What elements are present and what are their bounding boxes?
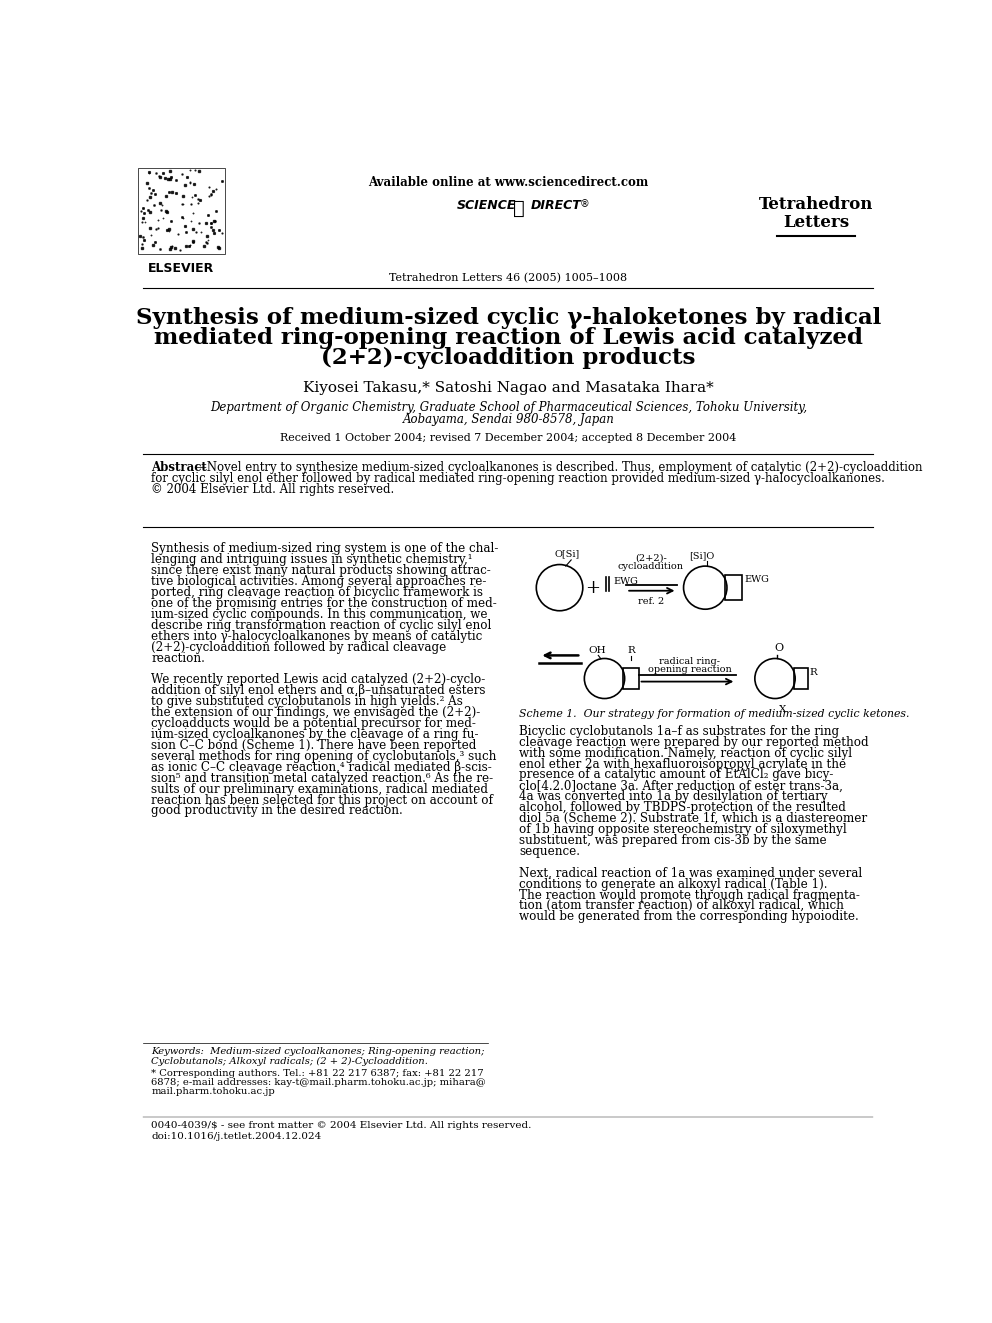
Text: (2+2)-cycloaddition products: (2+2)-cycloaddition products [321, 347, 695, 369]
Text: clo[4.2.0]octane 3a. After reduction of ester trans-3a,: clo[4.2.0]octane 3a. After reduction of … [519, 779, 843, 792]
Text: The reaction would promote through radical fragmenta-: The reaction would promote through radic… [519, 889, 860, 901]
Text: * Corresponding authors. Tel.: +81 22 217 6387; fax: +81 22 217: * Corresponding authors. Tel.: +81 22 21… [151, 1069, 484, 1078]
Text: Received 1 October 2004; revised 7 December 2004; accepted 8 December 2004: Received 1 October 2004; revised 7 Decem… [280, 433, 737, 443]
Text: (2+2)-: (2+2)- [635, 554, 667, 564]
Text: 6878; e-mail addresses: kay-t@mail.pharm.tohoku.ac.jp; mihara@: 6878; e-mail addresses: kay-t@mail.pharm… [151, 1078, 486, 1088]
Text: Aobayama, Sendai 980-8578, Japan: Aobayama, Sendai 980-8578, Japan [403, 413, 614, 426]
Text: lenging and intriguing issues in synthetic chemistry,¹: lenging and intriguing issues in synthet… [151, 553, 472, 566]
Text: R: R [627, 646, 635, 655]
Text: sion⁵ and transition metal catalyzed reaction.⁶ As the re-: sion⁵ and transition metal catalyzed rea… [151, 771, 493, 785]
Text: 0040-4039/$ - see front matter © 2004 Elsevier Ltd. All rights reserved.: 0040-4039/$ - see front matter © 2004 El… [151, 1122, 532, 1130]
Text: O: O [775, 643, 784, 654]
Text: alcohol, followed by TBDPS-protection of the resulted: alcohol, followed by TBDPS-protection of… [519, 802, 846, 814]
Text: Keywords:  Medium-sized cycloalkanones; Ring-opening reaction;: Keywords: Medium-sized cycloalkanones; R… [151, 1048, 485, 1056]
Text: OH: OH [588, 646, 605, 655]
Text: Cyclobutanols; Alkoxyl radicals; (2 + 2)-Cycloaddition.: Cyclobutanols; Alkoxyl radicals; (2 + 2)… [151, 1057, 428, 1066]
Text: EWG: EWG [614, 577, 639, 586]
Text: tive biological activities. Among several approaches re-: tive biological activities. Among severa… [151, 576, 486, 587]
Text: good productivity in the desired reaction.: good productivity in the desired reactio… [151, 804, 403, 818]
Text: substituent, was prepared from cis-3b by the same: substituent, was prepared from cis-3b by… [519, 833, 827, 847]
Text: —Novel entry to synthesize medium-sized cycloalkanones is described. Thus, emplo: —Novel entry to synthesize medium-sized … [194, 462, 922, 475]
Text: tion (atom transfer reaction) of alkoxyl radical, which: tion (atom transfer reaction) of alkoxyl… [519, 900, 844, 913]
Text: Synthesis of medium-sized ring system is one of the chal-: Synthesis of medium-sized ring system is… [151, 542, 499, 556]
Text: © 2004 Elsevier Ltd. All rights reserved.: © 2004 Elsevier Ltd. All rights reserved… [151, 483, 395, 496]
Text: ELSEVIER: ELSEVIER [148, 262, 214, 275]
Text: of 1b having opposite stereochemistry of siloxymethyl: of 1b having opposite stereochemistry of… [519, 823, 847, 836]
Text: opening reaction: opening reaction [648, 665, 732, 673]
Text: [Si]O: [Si]O [688, 550, 714, 560]
Text: ium-sized cycloalkanones by the cleavage of a ring fu-: ium-sized cycloalkanones by the cleavage… [151, 728, 478, 741]
Text: ported, ring cleavage reaction of bicyclic framework is: ported, ring cleavage reaction of bicycl… [151, 586, 483, 599]
Text: cycloaddition: cycloaddition [618, 562, 684, 570]
Text: ium-sized cyclic compounds. In this communication, we: ium-sized cyclic compounds. In this comm… [151, 607, 488, 620]
Text: for cyclic silyl enol ether followed by radical mediated ring-opening reaction p: for cyclic silyl enol ether followed by … [151, 472, 885, 486]
Text: Synthesis of medium-sized cyclic γ-haloketones by radical: Synthesis of medium-sized cyclic γ-halok… [136, 307, 881, 328]
Text: ethers into γ-halocycloalkanones by means of catalytic: ethers into γ-halocycloalkanones by mean… [151, 630, 482, 643]
Text: DIRECT: DIRECT [531, 198, 581, 212]
Text: conditions to generate an alkoxyl radical (Table 1).: conditions to generate an alkoxyl radica… [519, 877, 827, 890]
Text: reaction.: reaction. [151, 651, 205, 664]
Text: R: R [809, 668, 816, 677]
Text: +: + [585, 578, 600, 597]
Text: mail.pharm.tohoku.ac.jp: mail.pharm.tohoku.ac.jp [151, 1088, 275, 1097]
Text: radical ring-: radical ring- [660, 658, 720, 667]
Text: mediated ring-opening reaction of Lewis acid catalyzed: mediated ring-opening reaction of Lewis … [154, 327, 863, 349]
Text: Abstract: Abstract [151, 462, 207, 475]
Text: Bicyclic cyclobutanols 1a–f as substrates for the ring: Bicyclic cyclobutanols 1a–f as substrate… [519, 725, 839, 738]
Text: (2+2)-cycloaddition followed by radical cleavage: (2+2)-cycloaddition followed by radical … [151, 640, 446, 654]
Text: diol 5a (Scheme 2). Substrate 1f, which is a diastereomer: diol 5a (Scheme 2). Substrate 1f, which … [519, 812, 867, 826]
Text: ®: ® [579, 198, 589, 209]
Text: Letters: Letters [783, 214, 849, 232]
Text: Department of Organic Chemistry, Graduate School of Pharmaceutical Sciences, Toh: Department of Organic Chemistry, Graduat… [210, 401, 806, 414]
Text: one of the promising entries for the construction of med-: one of the promising entries for the con… [151, 597, 497, 610]
Bar [623, 668, 639, 689]
Text: Tetrahedron Letters 46 (2005) 1005–1008: Tetrahedron Letters 46 (2005) 1005–1008 [389, 273, 628, 283]
Text: sequence.: sequence. [519, 845, 580, 859]
Text: Scheme 1.  Our strategy for formation of medium-sized cyclic ketones.: Scheme 1. Our strategy for formation of … [519, 709, 910, 720]
Text: cycloadducts would be a potential precursor for med-: cycloadducts would be a potential precur… [151, 717, 476, 730]
Text: the extension of our findings, we envisaged the (2+2)-: the extension of our findings, we envisa… [151, 706, 480, 720]
Text: with some modification. Namely, reaction of cyclic silyl: with some modification. Namely, reaction… [519, 746, 852, 759]
Text: sion C–C bond (Scheme 1). There have been reported: sion C–C bond (Scheme 1). There have bee… [151, 738, 476, 751]
Text: We recently reported Lewis acid catalyzed (2+2)-cyclo-: We recently reported Lewis acid catalyze… [151, 673, 485, 687]
Text: X: X [779, 705, 787, 713]
Text: ref. 2: ref. 2 [638, 597, 664, 606]
Text: as ionic C–C cleavage reaction,⁴ radical mediated β-scis-: as ionic C–C cleavage reaction,⁴ radical… [151, 761, 492, 774]
Text: since there exist many natural products showing attrac-: since there exist many natural products … [151, 564, 491, 577]
Text: doi:10.1016/j.tetlet.2004.12.024: doi:10.1016/j.tetlet.2004.12.024 [151, 1132, 321, 1140]
Text: would be generated from the corresponding hypoiodite.: would be generated from the correspondin… [519, 910, 859, 923]
Text: 4a was converted into 1a by desilylation of tertiary: 4a was converted into 1a by desilylation… [519, 790, 828, 803]
Text: sults of our preliminary examinations, radical mediated: sults of our preliminary examinations, r… [151, 783, 488, 795]
Text: ⓓ: ⓓ [514, 198, 525, 218]
Text: Available online at www.sciencedirect.com: Available online at www.sciencedirect.co… [368, 176, 649, 189]
Text: describe ring transformation reaction of cyclic silyl enol: describe ring transformation reaction of… [151, 619, 491, 632]
Text: cleavage reaction were prepared by our reported method: cleavage reaction were prepared by our r… [519, 736, 869, 749]
Text: Tetrahedron: Tetrahedron [759, 196, 873, 213]
Text: to give substituted cyclobutanols in high yields.² As: to give substituted cyclobutanols in hig… [151, 695, 463, 708]
Text: several methods for ring opening of cyclobutanols,³ such: several methods for ring opening of cycl… [151, 750, 497, 763]
Text: enol ether 2a with hexafluoroisopropyl acrylate in the: enol ether 2a with hexafluoroisopropyl a… [519, 758, 846, 770]
Text: addition of silyl enol ethers and α,β–unsaturated esters: addition of silyl enol ethers and α,β–un… [151, 684, 486, 697]
Text: SCIENCE: SCIENCE [457, 198, 517, 212]
Text: Next, radical reaction of 1a was examined under several: Next, radical reaction of 1a was examine… [519, 867, 862, 880]
Text: presence of a catalytic amount of EtAlCl₂ gave bicy-: presence of a catalytic amount of EtAlCl… [519, 769, 833, 782]
Bar [725, 576, 742, 599]
Text: EWG: EWG [744, 576, 769, 585]
Bar [794, 668, 807, 689]
Text: Kiyosei Takasu,* Satoshi Nagao and Masataka Ihara*: Kiyosei Takasu,* Satoshi Nagao and Masat… [303, 381, 714, 394]
Text: O[Si]: O[Si] [555, 549, 580, 558]
Text: reaction has been selected for this project on account of: reaction has been selected for this proj… [151, 794, 493, 807]
